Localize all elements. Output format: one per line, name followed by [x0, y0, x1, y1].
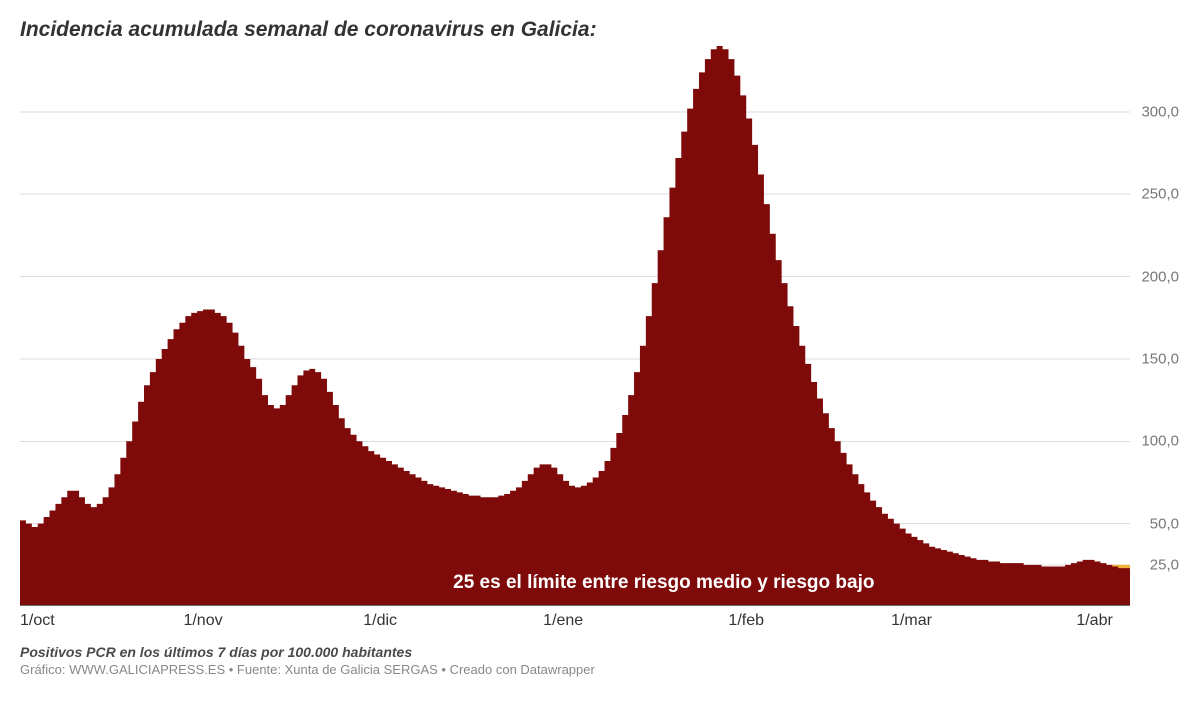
x-tick-label: 1/abr: [1076, 612, 1112, 630]
y-tick-label: 200,0: [1141, 268, 1179, 285]
y-axis: 25,0 50,0 100,0 150,0 200,0 250,0 300,0: [1130, 46, 1179, 606]
y-tick-label: 50,0: [1150, 515, 1179, 532]
chart-title: Incidencia acumulada semanal de coronavi…: [20, 18, 1179, 42]
x-tick-label: 1/ene: [543, 612, 583, 630]
chart-container: Incidencia acumulada semanal de coronavi…: [0, 0, 1199, 709]
y-tick-label: 25,0: [1150, 556, 1179, 573]
chart-plot-area: 25,0 50,0 100,0 150,0 200,0 250,0 300,0 25 es …: [20, 46, 1179, 606]
y-tick-label: 150,0: [1141, 350, 1179, 367]
chart-credits: Gráfico: WWW.GALICIAPRESS.ES • Fuente: X…: [20, 662, 1179, 677]
x-tick-label: 1/mar: [891, 612, 932, 630]
x-tick-label: 1/dic: [363, 612, 397, 630]
x-tick-label: 1/nov: [183, 612, 222, 630]
chart-subtitle: Positivos PCR en los últimos 7 días por …: [20, 644, 1179, 660]
x-tick-label: 1/oct: [20, 612, 55, 630]
threshold-annotation: 25 es el límite entre riesgo medio y rie…: [453, 572, 874, 594]
x-axis: 1/oct 1/nov 1/dic 1/ene 1/feb 1/mar 1/abr: [20, 606, 1179, 634]
y-tick-label: 100,0: [1141, 433, 1179, 450]
area-chart-svg: [20, 46, 1179, 606]
y-tick-label: 300,0: [1141, 103, 1179, 120]
x-tick-label: 1/feb: [728, 612, 764, 630]
y-tick-label: 250,0: [1141, 186, 1179, 203]
